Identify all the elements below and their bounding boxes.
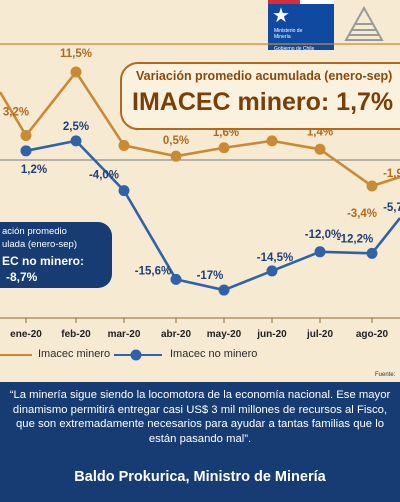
data-label-no-minero: 2,5% [63, 121, 89, 133]
data-label-no-minero: -12,2% [337, 233, 373, 245]
point-no-minero [218, 284, 230, 296]
point-minero [218, 142, 230, 154]
x-tick-label: jul-20 [306, 329, 334, 340]
quote-panel: “La minería sigue siendo la locomotora d… [0, 382, 400, 502]
data-label-minero: -3,4% [347, 208, 377, 220]
no-minero-annotation-value: -8,7% [6, 270, 38, 284]
flag-red-stripe [268, 0, 300, 4]
ministry-logo-text: Ministerio de Minería Gobierno de Chile [274, 28, 315, 52]
quote-text: “La minería sigue siendo la locomotora d… [9, 389, 391, 445]
no-minero-annotation-line2: ulada (enero-sep) [2, 239, 77, 250]
point-minero [366, 180, 378, 192]
point-no-minero [118, 185, 130, 197]
data-label-no-minero: -4,0% [89, 170, 119, 182]
point-minero [266, 135, 278, 147]
data-label-no-minero: -12,0% [305, 229, 341, 241]
point-minero [170, 150, 182, 162]
partial-label-minero: -1,9 [383, 168, 400, 180]
line-chart: ene-20 feb-20 mar-20 abr-20 may-20 jun-20 jul-… [0, 43, 400, 340]
no-minero-annotation-line1: ación promedio [2, 226, 67, 237]
x-tick-label: jun-20 [256, 329, 287, 340]
x-tick-label: ago-20 [356, 329, 389, 340]
data-label-no-minero: 1,2% [21, 164, 47, 176]
minero-annotation-box: Variación promedio acumulada (enero-sep)… [120, 62, 400, 130]
data-label-minero: 11,5% [60, 48, 92, 60]
point-minero [20, 130, 32, 142]
data-label-no-minero: -15,6% [135, 265, 171, 277]
chart-legend: Imacec minero Imacec no minero [0, 344, 400, 366]
x-tick-label: feb-20 [61, 329, 91, 340]
no-minero-annotation-line3: EC no minero: [2, 254, 85, 268]
x-tick-label: mar-20 [108, 329, 141, 340]
company-logo-icon [344, 6, 384, 41]
quote-author: Baldo Prokurica, Ministro de Minería [74, 469, 326, 485]
point-no-minero [266, 265, 278, 277]
point-minero [314, 143, 326, 155]
legend-marker-no-minero [130, 349, 142, 361]
partial-label-no-minero: -5,7 [383, 202, 400, 214]
legend-label-minero: Imacec minero [38, 348, 111, 360]
point-no-minero [70, 135, 82, 147]
x-tick-label: ene-20 [10, 329, 42, 340]
ministry-logo: ★ Ministerio de Minería Gobierno de Chil… [268, 0, 334, 52]
minero-annotation-value: IMACEC minero: 1,7% [132, 88, 394, 116]
point-no-minero [366, 247, 378, 259]
x-tick-label: abr-20 [161, 329, 191, 340]
series-line-minero [0, 70, 400, 188]
point-minero [118, 139, 130, 151]
point-no-minero [20, 145, 32, 157]
point-minero [70, 66, 82, 78]
point-no-minero [314, 246, 326, 258]
no-minero-annotation-box: ación promedio ulada (enero-sep) EC no m… [0, 222, 112, 288]
flag-white-stripe [300, 0, 334, 4]
point-no-minero [170, 273, 182, 285]
legend-label-no-minero: Imacec no minero [170, 348, 258, 360]
x-tick-label: may-20 [207, 329, 242, 340]
minero-annotation-title: Variación promedio acumulada (enero-sep) [136, 69, 393, 83]
legend-line-minero [0, 354, 32, 356]
source-label: Fuente: [375, 372, 396, 378]
data-label-no-minero: -17% [197, 270, 224, 282]
data-label-no-minero: -14,5% [257, 252, 293, 264]
data-label-minero: 3,2% [3, 107, 29, 119]
star-icon: ★ [272, 5, 290, 27]
data-label-minero: 0,5% [163, 135, 189, 147]
